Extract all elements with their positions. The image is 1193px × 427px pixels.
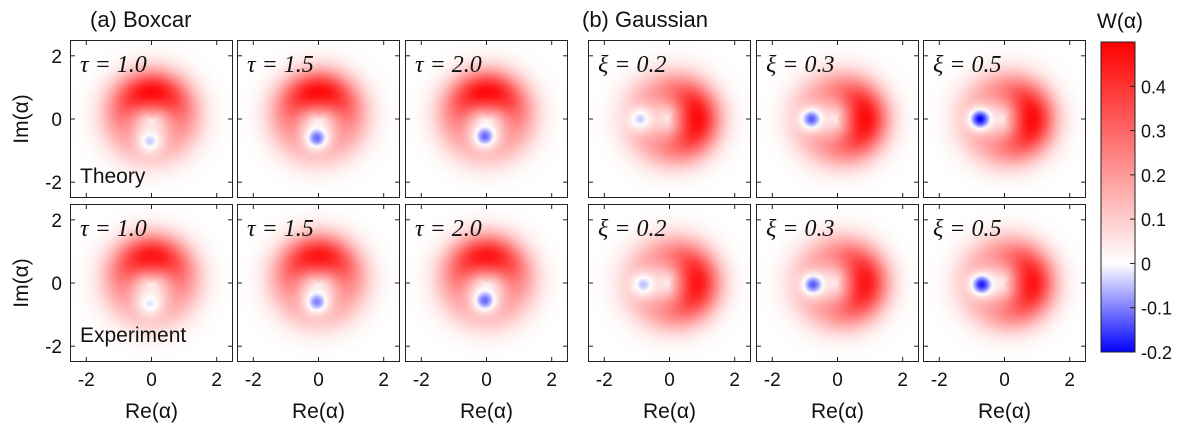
colorbar-tick-label: -0.2	[1141, 343, 1172, 363]
panel-parameter-label: ξ = 0.5	[933, 52, 1001, 78]
y-tick-label: -2	[45, 173, 62, 194]
wigner-panel: ξ = 0.3	[756, 40, 919, 198]
x-tick-label: 2	[897, 370, 908, 391]
colorbar-label: W(α)	[1097, 10, 1143, 33]
panel-parameter-label: τ = 1.5	[247, 52, 314, 78]
y-tick-label: 2	[51, 47, 62, 68]
y-axis-label: Im(α)	[10, 258, 33, 307]
x-axis-label: Re(α)	[811, 400, 864, 423]
x-tick-label: -2	[931, 370, 948, 391]
panel-parameter-label: ξ = 0.3	[766, 52, 834, 78]
x-tick-label: 0	[664, 370, 675, 391]
wigner-heatmap	[70, 40, 233, 198]
wigner-heatmap	[237, 40, 400, 198]
wigner-heatmap	[237, 204, 400, 362]
y-tick-label: -2	[45, 337, 62, 358]
wigner-panel: ξ = 0.3	[756, 204, 919, 362]
x-tick-label: 0	[146, 370, 157, 391]
x-tick-label: 0	[832, 370, 843, 391]
x-tick-label: 0	[313, 370, 324, 391]
wigner-heatmap	[588, 40, 751, 198]
wigner-panel: ξ = 0.2	[588, 40, 751, 198]
x-axis-label: Re(α)	[292, 400, 345, 423]
colorbar-tick-label: 0.3	[1141, 122, 1166, 142]
wigner-panel: τ = 1.0	[70, 204, 233, 362]
wigner-heatmap	[756, 204, 919, 362]
colorbar-tick-label: 0.4	[1141, 77, 1166, 97]
x-tick-label: 2	[546, 370, 557, 391]
x-tick-label: 2	[729, 370, 740, 391]
x-tick-label: -2	[78, 370, 95, 391]
wigner-panel: ξ = 0.5	[923, 40, 1086, 198]
y-tick-label: 2	[51, 211, 62, 232]
wigner-heatmap	[405, 204, 568, 362]
panel-parameter-label: τ = 1.0	[80, 216, 147, 242]
colorbar-gradient	[1100, 41, 1136, 353]
x-axis-label: Re(α)	[125, 400, 178, 423]
x-tick-label: 2	[211, 370, 222, 391]
group-label-boxcar: (a) Boxcar	[90, 7, 191, 32]
x-tick-label: -2	[245, 370, 262, 391]
wigner-panel: τ = 1.0	[70, 40, 233, 198]
panel-parameter-label: τ = 2.0	[415, 52, 482, 78]
panel-parameter-label: τ = 2.0	[415, 216, 482, 242]
wigner-heatmap	[923, 204, 1086, 362]
wigner-panel: τ = 1.5	[237, 204, 400, 362]
x-tick-label: 2	[378, 370, 389, 391]
x-tick-label: -2	[413, 370, 430, 391]
wigner-panel: ξ = 0.2	[588, 204, 751, 362]
wigner-panel: τ = 2.0	[405, 40, 568, 198]
panel-parameter-label: ξ = 0.3	[766, 216, 834, 242]
x-tick-label: -2	[764, 370, 781, 391]
colorbar-tick-label: 0.2	[1141, 166, 1166, 186]
x-tick-label: -2	[596, 370, 613, 391]
wigner-heatmap	[588, 204, 751, 362]
wigner-heatmap	[405, 40, 568, 198]
panel-parameter-label: ξ = 0.5	[933, 216, 1001, 242]
row-label-theory: Theory	[80, 165, 146, 188]
wigner-panel: τ = 2.0	[405, 204, 568, 362]
colorbar-tick-label: 0.1	[1141, 210, 1166, 230]
wigner-heatmap	[70, 204, 233, 362]
y-tick-label: 0	[51, 110, 62, 131]
colorbar-tick-label: -0.1	[1141, 299, 1172, 319]
x-tick-label: 0	[481, 370, 492, 391]
panel-parameter-label: ξ = 0.2	[598, 52, 666, 78]
y-tick-label: 0	[51, 274, 62, 295]
panel-grid: τ = 1.0 2 0 -2 Im(α) τ = 1.5 τ = 2.0 ξ = 0.2 ξ =…	[10, 40, 1086, 423]
colorbar-tick-label: 0	[1141, 254, 1151, 274]
panel-parameter-label: τ = 1.0	[80, 52, 147, 78]
x-tick-label: 2	[1064, 370, 1075, 391]
x-axis-label: Re(α)	[978, 400, 1031, 423]
group-label-gaussian: (b) Gaussian	[582, 7, 708, 32]
x-axis-label: Re(α)	[643, 400, 696, 423]
panel-parameter-label: τ = 1.5	[247, 216, 314, 242]
x-axis-label: Re(α)	[460, 400, 513, 423]
colorbar: 0.4 0.3 0.2 0.1 0 -0.1 -0.2 W(α)	[1097, 10, 1172, 363]
row-label-experiment: Experiment	[80, 324, 186, 347]
wigner-panel: ξ = 0.5	[923, 204, 1086, 362]
wigner-heatmap	[923, 40, 1086, 198]
y-axis-label: Im(α)	[10, 94, 33, 143]
panel-parameter-label: ξ = 0.2	[598, 216, 666, 242]
x-tick-label: 0	[999, 370, 1010, 391]
figure-labels: (a) Boxcar (b) Gaussian Theory Experiment	[80, 7, 708, 347]
wigner-panel: τ = 1.5	[237, 40, 400, 198]
wigner-heatmap	[756, 40, 919, 198]
